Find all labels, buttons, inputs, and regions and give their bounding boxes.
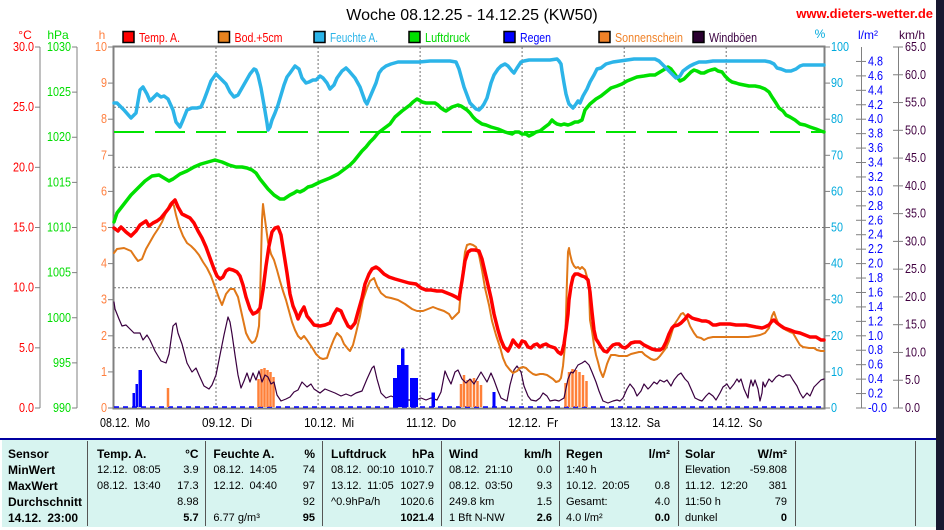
svg-text:3.6: 3.6 [868, 141, 883, 155]
svg-text:2: 2 [101, 329, 107, 343]
svg-text:90: 90 [831, 76, 843, 90]
svg-text:14.12. So: 14.12. So [712, 415, 762, 430]
svg-text:5: 5 [101, 221, 107, 235]
svg-text:1.2: 1.2 [868, 314, 883, 328]
svg-text:20: 20 [831, 329, 843, 343]
svg-text:10.0: 10.0 [13, 281, 34, 295]
svg-text:65.0: 65.0 [905, 40, 926, 54]
svg-text:hPa: hPa [47, 28, 69, 42]
svg-text:3.0: 3.0 [868, 184, 883, 198]
svg-text:0: 0 [101, 401, 107, 415]
svg-text:1: 1 [101, 365, 107, 379]
svg-text:1005: 1005 [47, 266, 71, 280]
svg-text:60: 60 [831, 184, 843, 198]
svg-text:km/h: km/h [899, 28, 925, 42]
svg-text:12.12. Fr: 12.12. Fr [508, 415, 559, 430]
svg-text:50: 50 [831, 221, 843, 235]
svg-text:25.0: 25.0 [905, 262, 926, 276]
svg-text:0.4: 0.4 [868, 372, 883, 386]
svg-text:4: 4 [101, 257, 107, 271]
svg-text:9: 9 [101, 76, 107, 90]
svg-text:3: 3 [101, 293, 107, 307]
svg-text:6: 6 [101, 184, 107, 198]
svg-text:40: 40 [831, 257, 843, 271]
svg-text:www.dieters-wetter.de: www.dieters-wetter.de [795, 6, 933, 21]
svg-text:10: 10 [831, 365, 843, 379]
svg-text:4.6: 4.6 [868, 69, 883, 83]
svg-text:50.0: 50.0 [905, 123, 926, 137]
svg-text:0.2: 0.2 [868, 387, 883, 401]
svg-text:3.2: 3.2 [868, 170, 883, 184]
svg-text:995: 995 [53, 356, 71, 370]
svg-text:5.0: 5.0 [905, 373, 920, 387]
svg-text:55.0: 55.0 [905, 96, 926, 110]
svg-text:10.12. Mi: 10.12. Mi [304, 415, 354, 430]
svg-text:80: 80 [831, 112, 843, 126]
svg-text:25.0: 25.0 [13, 100, 34, 114]
svg-text:Bod.+5cm: Bod.+5cm [235, 31, 283, 45]
svg-text:1.4: 1.4 [868, 300, 883, 314]
svg-text:45.0: 45.0 [905, 151, 926, 165]
svg-text:7: 7 [101, 148, 107, 162]
svg-text:4.8: 4.8 [868, 54, 883, 68]
svg-text:2.0: 2.0 [868, 257, 883, 271]
svg-text:0.6: 0.6 [868, 358, 883, 372]
svg-text:2.6: 2.6 [868, 213, 883, 227]
svg-text:30.0: 30.0 [905, 234, 926, 248]
svg-text:Feuchte A.: Feuchte A. [330, 31, 378, 45]
svg-text:2.8: 2.8 [868, 199, 883, 213]
svg-text:100: 100 [831, 40, 849, 54]
svg-text:30: 30 [831, 293, 843, 307]
svg-text:10: 10 [95, 40, 107, 54]
svg-text:1020: 1020 [47, 130, 71, 144]
svg-text:8: 8 [101, 112, 107, 126]
svg-text:Sonnenschein: Sonnenschein [615, 31, 683, 45]
svg-text:30.0: 30.0 [13, 40, 34, 54]
svg-text:4.2: 4.2 [868, 98, 883, 112]
svg-text:1030: 1030 [47, 40, 71, 54]
svg-text:1025: 1025 [47, 85, 71, 99]
svg-text:40.0: 40.0 [905, 179, 926, 193]
svg-text:Woche 08.12.25 - 14.12.25 (KW5: Woche 08.12.25 - 14.12.25 (KW50) [346, 7, 597, 24]
svg-text:3.8: 3.8 [868, 127, 883, 141]
svg-text:1010: 1010 [47, 221, 71, 235]
svg-text:70: 70 [831, 148, 843, 162]
svg-text:2.2: 2.2 [868, 242, 883, 256]
svg-text:2.4: 2.4 [868, 228, 883, 242]
svg-text:3.4: 3.4 [868, 156, 883, 170]
svg-text:1.0: 1.0 [868, 329, 883, 343]
svg-text:%: % [815, 27, 826, 41]
svg-text:1.8: 1.8 [868, 271, 883, 285]
svg-text:4.0: 4.0 [868, 112, 883, 126]
svg-text:13.12. Sa: 13.12. Sa [610, 415, 661, 430]
svg-text:0: 0 [831, 401, 837, 415]
svg-text:08.12. Mo: 08.12. Mo [100, 415, 150, 430]
svg-text:1.6: 1.6 [868, 286, 883, 300]
svg-text:Regen: Regen [520, 31, 551, 45]
svg-text:Windböen: Windböen [709, 31, 757, 45]
svg-text:Luftdruck: Luftdruck [425, 31, 471, 45]
svg-text:10.0: 10.0 [905, 346, 926, 360]
svg-text:Temp. A.: Temp. A. [139, 31, 180, 45]
svg-text:1015: 1015 [47, 175, 71, 189]
svg-text:15.0: 15.0 [905, 318, 926, 332]
svg-text:5.0: 5.0 [19, 341, 34, 355]
svg-text:20.0: 20.0 [13, 160, 34, 174]
svg-text:11.12. Do: 11.12. Do [406, 415, 456, 430]
svg-text:15.0: 15.0 [13, 221, 34, 235]
svg-text:0.0: 0.0 [905, 401, 920, 415]
svg-text:60.0: 60.0 [905, 68, 926, 82]
svg-text:°C: °C [18, 28, 32, 42]
svg-text:-0.0: -0.0 [868, 401, 887, 415]
svg-text:l/m²: l/m² [858, 28, 878, 42]
svg-text:0.0: 0.0 [19, 401, 34, 415]
svg-text:0.8: 0.8 [868, 343, 883, 357]
svg-text:h: h [99, 28, 106, 42]
svg-text:09.12. Di: 09.12. Di [202, 415, 252, 430]
svg-text:4.4: 4.4 [868, 83, 883, 97]
svg-text:1000: 1000 [47, 311, 71, 325]
svg-text:35.0: 35.0 [905, 207, 926, 221]
svg-text:20.0: 20.0 [905, 290, 926, 304]
svg-text:990: 990 [53, 401, 71, 415]
